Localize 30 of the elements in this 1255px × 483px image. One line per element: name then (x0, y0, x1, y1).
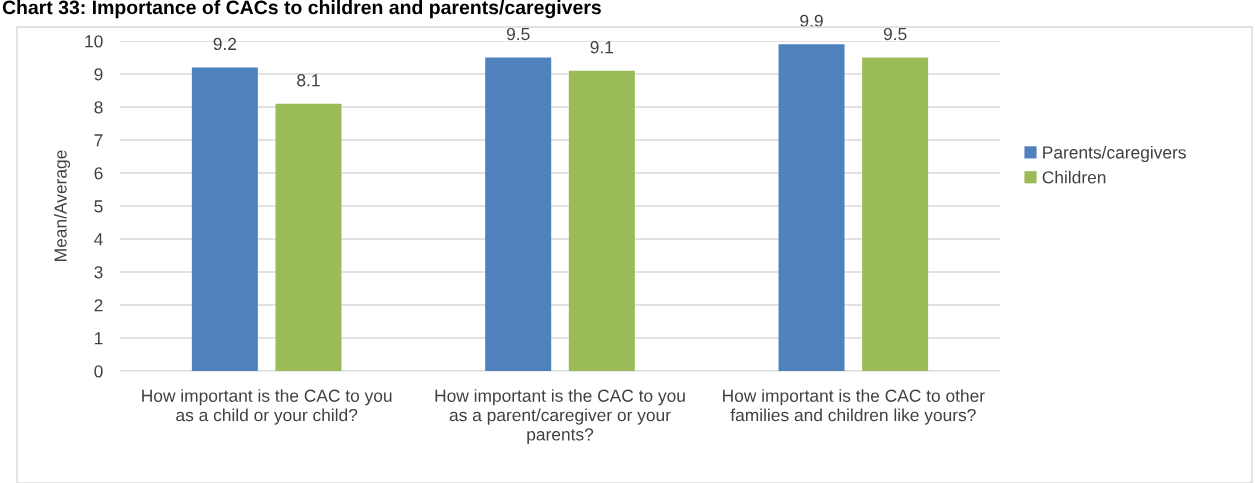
data-label: 8.1 (297, 74, 320, 87)
y-tick-label: 6 (94, 167, 103, 180)
y-tick-label: 8 (94, 101, 103, 114)
y-tick-label: 10 (85, 35, 103, 48)
bar (485, 57, 552, 371)
y-axis-title: Mean/Average (53, 150, 71, 261)
data-label: 9.2 (213, 37, 237, 51)
bar (275, 103, 342, 371)
bar (862, 57, 929, 371)
bar (778, 44, 845, 371)
bar (191, 67, 258, 371)
x-tick-label: How important is the CAC to you as a parent/caregiver or your parents? (435, 389, 685, 444)
y-tick-label: 7 (94, 134, 103, 147)
y-tick-label: 2 (94, 299, 103, 312)
data-label: 9.5 (883, 27, 907, 41)
y-tick-label: 3 (94, 266, 103, 279)
data-label: 9.1 (590, 41, 614, 54)
chart-title: Chart 33: Importance of CACs to children and parents/caregivers (2, 0, 601, 19)
data-label: 9.9 (800, 14, 823, 27)
data-label: 9.5 (506, 27, 530, 41)
legend-label: Children (1042, 170, 1106, 184)
x-tick-label: How important is the CAC to you as a child or your child? (142, 389, 392, 425)
y-tick-label: 0 (94, 365, 103, 378)
y-tick-label: 5 (94, 200, 103, 213)
y-tick-label: 9 (94, 68, 103, 81)
y-tick-label: 4 (94, 233, 103, 246)
bar (568, 70, 635, 371)
y-tick-label: 1 (95, 332, 103, 345)
legend-label: Parents/caregivers (1043, 145, 1186, 163)
x-tick-label: How important is the CAC to other families and children like yours? (723, 389, 985, 425)
